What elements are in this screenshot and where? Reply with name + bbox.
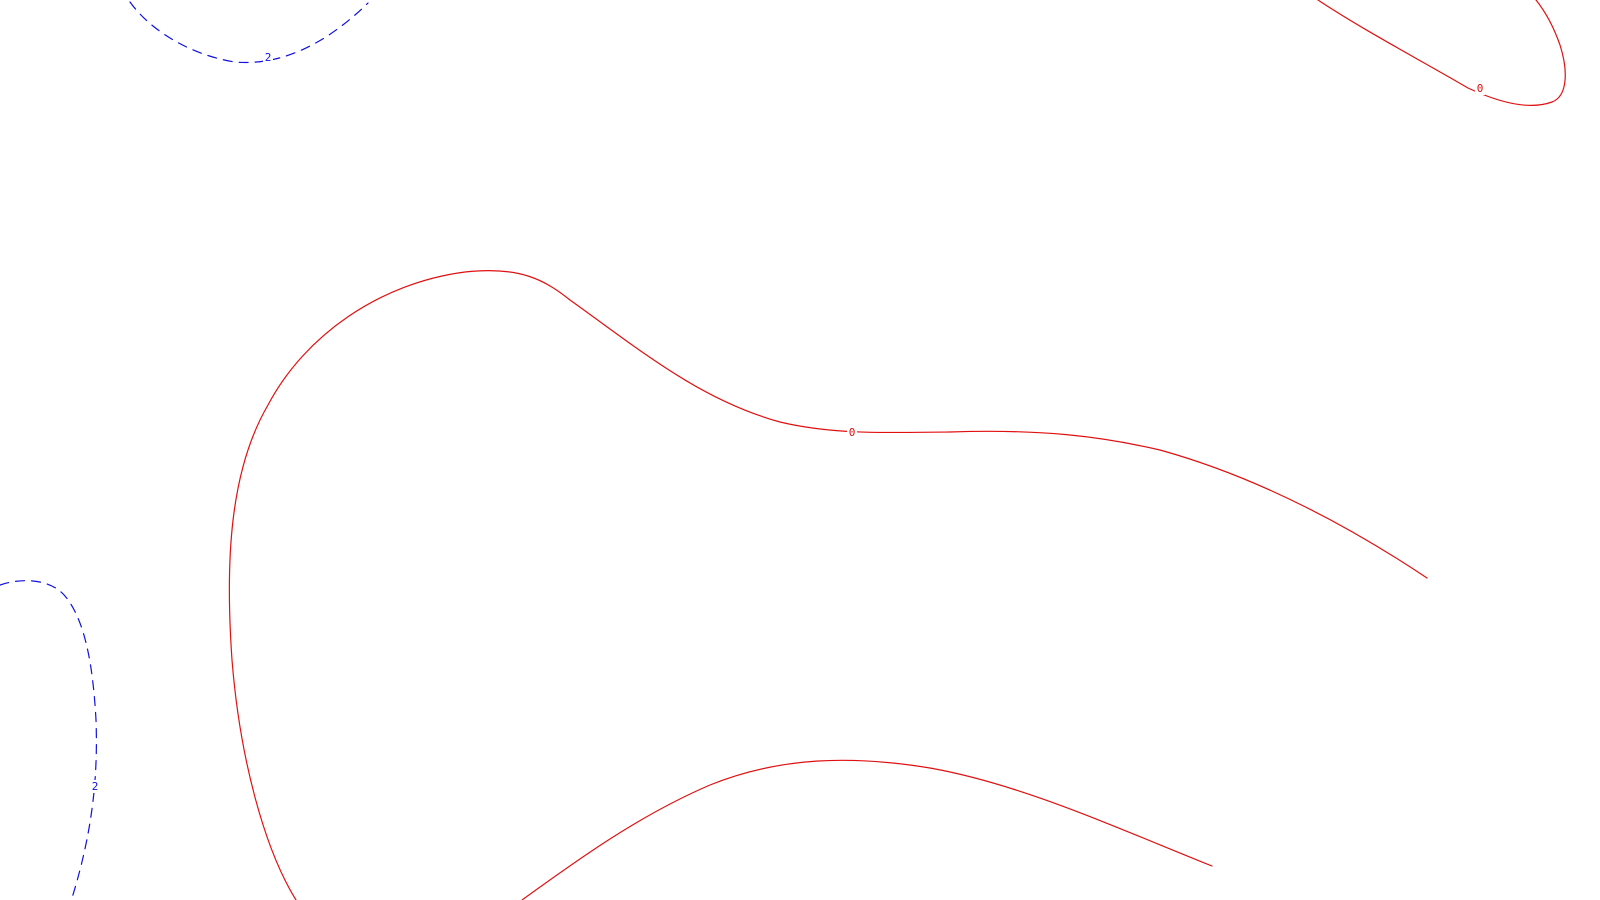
contour-line-zero-bottom xyxy=(521,759,1213,900)
contour-line-two-bottom-left xyxy=(0,580,98,899)
contour-line-two-top-left xyxy=(129,1,369,64)
contour-label-two-bottom-left: 2 xyxy=(92,780,99,793)
contour-label-zero-top-right: 0 xyxy=(1477,82,1484,95)
contour-label-halo xyxy=(847,426,857,439)
contour-line-zero-top-right xyxy=(1317,0,1566,106)
contour-label-halo xyxy=(90,780,100,793)
contour-label-two-top-left: 2 xyxy=(265,51,272,64)
contour-label-halo xyxy=(1475,82,1485,95)
contour-label-zero-center: 0 xyxy=(849,426,856,439)
contour-line-zero-center xyxy=(228,270,1428,900)
contour-label-halo xyxy=(263,51,273,64)
